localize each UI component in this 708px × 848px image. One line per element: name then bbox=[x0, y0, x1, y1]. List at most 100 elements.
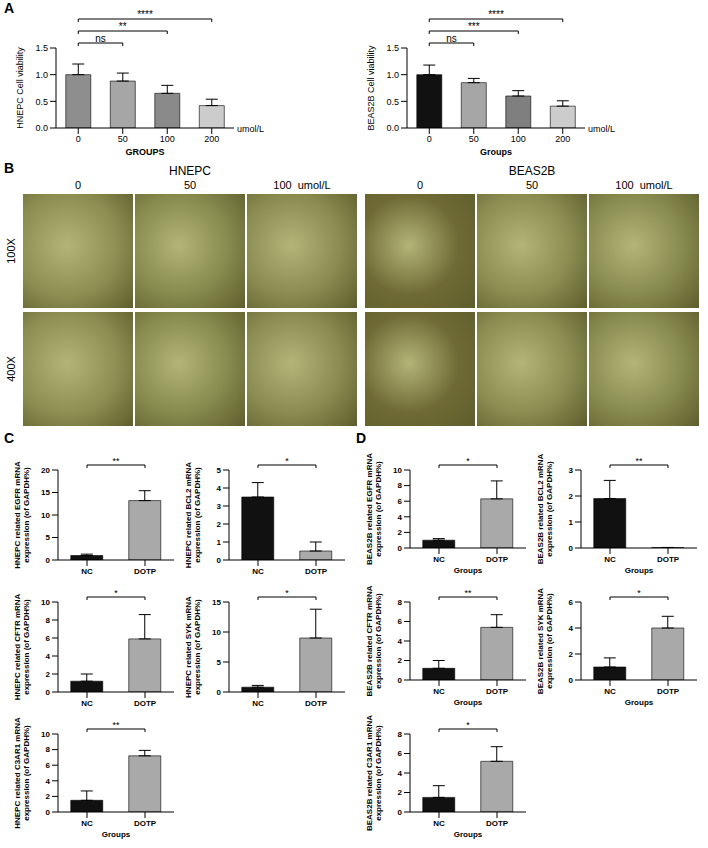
svg-text:2: 2 bbox=[569, 650, 574, 659]
svg-text:expression (of GAPDH%): expression (of GAPDH%) bbox=[545, 461, 554, 557]
svg-text:10: 10 bbox=[41, 730, 50, 739]
svg-text:Groups: Groups bbox=[454, 830, 483, 839]
svg-text:NC: NC bbox=[433, 819, 445, 828]
svg-text:DOTP: DOTP bbox=[657, 555, 680, 564]
svg-text:**: ** bbox=[112, 456, 120, 466]
svg-text:4: 4 bbox=[569, 624, 574, 633]
svg-text:NC: NC bbox=[81, 699, 93, 708]
svg-text:expression (of GAPDH%): expression (of GAPDH%) bbox=[22, 725, 31, 821]
svg-text:BEAS2B related C3AR1 mRNA: BEAS2B related C3AR1 mRNA bbox=[365, 715, 374, 831]
svg-text:1.0: 1.0 bbox=[386, 70, 399, 80]
svg-text:1: 1 bbox=[217, 538, 222, 547]
svg-text:0.5: 0.5 bbox=[35, 97, 48, 107]
svg-text:8: 8 bbox=[46, 616, 51, 625]
svg-text:HNEPC related CFTR mRNA: HNEPC related CFTR mRNA bbox=[13, 593, 22, 700]
svg-text:1.5: 1.5 bbox=[386, 43, 399, 53]
svg-text:0: 0 bbox=[217, 556, 222, 565]
svg-text:200: 200 bbox=[555, 134, 570, 144]
svg-text:10: 10 bbox=[41, 598, 50, 607]
svg-text:20: 20 bbox=[41, 466, 50, 475]
svg-text:0: 0 bbox=[46, 808, 51, 817]
svg-text:0.5: 0.5 bbox=[386, 97, 399, 107]
svg-text:0: 0 bbox=[427, 134, 432, 144]
svg-text:0: 0 bbox=[569, 544, 574, 553]
svg-text:0: 0 bbox=[398, 808, 403, 817]
svg-text:2: 2 bbox=[398, 788, 403, 797]
svg-text:expression (of GAPDH%): expression (of GAPDH%) bbox=[374, 725, 383, 821]
svg-text:DOTP: DOTP bbox=[134, 567, 157, 576]
svg-text:2: 2 bbox=[398, 528, 403, 537]
svg-text:BEAS2B related SYK mRNA: BEAS2B related SYK mRNA bbox=[536, 588, 545, 694]
svg-text:200: 200 bbox=[204, 134, 219, 144]
svg-text:NC: NC bbox=[252, 699, 264, 708]
svg-text:DOTP: DOTP bbox=[305, 567, 328, 576]
svg-text:NC: NC bbox=[433, 687, 445, 696]
svg-text:Groups: Groups bbox=[480, 147, 512, 157]
svg-text:BEAS2B Cell viability: BEAS2B Cell viability bbox=[366, 45, 376, 131]
svg-text:DOTP: DOTP bbox=[134, 699, 157, 708]
svg-text:*: * bbox=[285, 456, 289, 466]
svg-text:15: 15 bbox=[41, 488, 50, 497]
svg-text:DOTP: DOTP bbox=[486, 555, 509, 564]
svg-text:NC: NC bbox=[81, 819, 93, 828]
svg-text:expression (of GAPDH%): expression (of GAPDH%) bbox=[374, 593, 383, 689]
svg-text:50: 50 bbox=[469, 134, 479, 144]
svg-text:HNEPC related EGFR mRNA: HNEPC related EGFR mRNA bbox=[13, 461, 22, 569]
svg-text:10: 10 bbox=[212, 628, 221, 637]
svg-text:4: 4 bbox=[398, 637, 403, 646]
svg-text:3: 3 bbox=[217, 502, 222, 511]
svg-text:***: *** bbox=[468, 21, 480, 32]
svg-text:1: 1 bbox=[569, 518, 574, 527]
svg-text:**: ** bbox=[635, 456, 643, 466]
svg-text:NC: NC bbox=[81, 567, 93, 576]
svg-text:2: 2 bbox=[398, 656, 403, 665]
svg-text:2: 2 bbox=[217, 520, 222, 529]
svg-text:0: 0 bbox=[46, 688, 51, 697]
svg-text:BEAS2B related CFTR mRNA: BEAS2B related CFTR mRNA bbox=[365, 585, 374, 696]
svg-text:4: 4 bbox=[46, 652, 51, 661]
svg-text:5: 5 bbox=[217, 658, 222, 667]
svg-text:HNEPC related SYK mRNA: HNEPC related SYK mRNA bbox=[184, 596, 193, 698]
svg-text:**: ** bbox=[112, 720, 120, 730]
svg-text:Groups: Groups bbox=[625, 698, 654, 707]
svg-text:6: 6 bbox=[398, 617, 403, 626]
svg-text:8: 8 bbox=[398, 598, 403, 607]
svg-text:5: 5 bbox=[46, 533, 51, 542]
svg-text:6: 6 bbox=[398, 749, 403, 758]
svg-text:4: 4 bbox=[217, 484, 222, 493]
svg-text:0.0: 0.0 bbox=[35, 123, 48, 133]
svg-text:BEAS2B related BCL2 mRNA: BEAS2B related BCL2 mRNA bbox=[536, 453, 545, 564]
svg-text:0: 0 bbox=[569, 676, 574, 685]
svg-text:8: 8 bbox=[398, 481, 403, 490]
svg-text:**: ** bbox=[119, 21, 127, 32]
svg-text:Groups: Groups bbox=[625, 566, 654, 575]
svg-text:Groups: Groups bbox=[454, 698, 483, 707]
svg-text:DOTP: DOTP bbox=[486, 819, 509, 828]
svg-text:umol/L: umol/L bbox=[237, 124, 264, 134]
svg-text:4: 4 bbox=[398, 513, 403, 522]
svg-text:*: * bbox=[466, 720, 470, 730]
svg-text:HNEPC Cell viability: HNEPC Cell viability bbox=[15, 47, 25, 129]
svg-text:Groups: Groups bbox=[454, 566, 483, 575]
svg-text:2: 2 bbox=[569, 492, 574, 501]
svg-text:10: 10 bbox=[393, 466, 402, 475]
svg-text:6: 6 bbox=[46, 634, 51, 643]
svg-text:BEAS2B related EGFR mRNA: BEAS2B related EGFR mRNA bbox=[365, 453, 374, 565]
svg-text:expression (of GAPDH%): expression (of GAPDH%) bbox=[193, 467, 202, 563]
svg-text:8: 8 bbox=[46, 745, 51, 754]
svg-text:4: 4 bbox=[46, 777, 51, 786]
svg-text:Groups: Groups bbox=[102, 830, 131, 839]
svg-text:NC: NC bbox=[433, 555, 445, 564]
svg-text:DOTP: DOTP bbox=[657, 687, 680, 696]
svg-text:6: 6 bbox=[398, 497, 403, 506]
svg-text:****: **** bbox=[137, 9, 153, 20]
svg-text:expression (of GAPDH%): expression (of GAPDH%) bbox=[22, 599, 31, 695]
svg-text:ns: ns bbox=[95, 33, 106, 44]
svg-text:****: **** bbox=[488, 9, 504, 20]
svg-text:NC: NC bbox=[604, 687, 616, 696]
svg-text:5: 5 bbox=[217, 466, 222, 475]
svg-text:expression (of GAPDH%): expression (of GAPDH%) bbox=[22, 467, 31, 563]
svg-text:50: 50 bbox=[118, 134, 128, 144]
svg-text:expression (of GAPDH%): expression (of GAPDH%) bbox=[374, 461, 383, 557]
svg-text:HNEPC related BCL2 mRNA: HNEPC related BCL2 mRNA bbox=[184, 462, 193, 568]
